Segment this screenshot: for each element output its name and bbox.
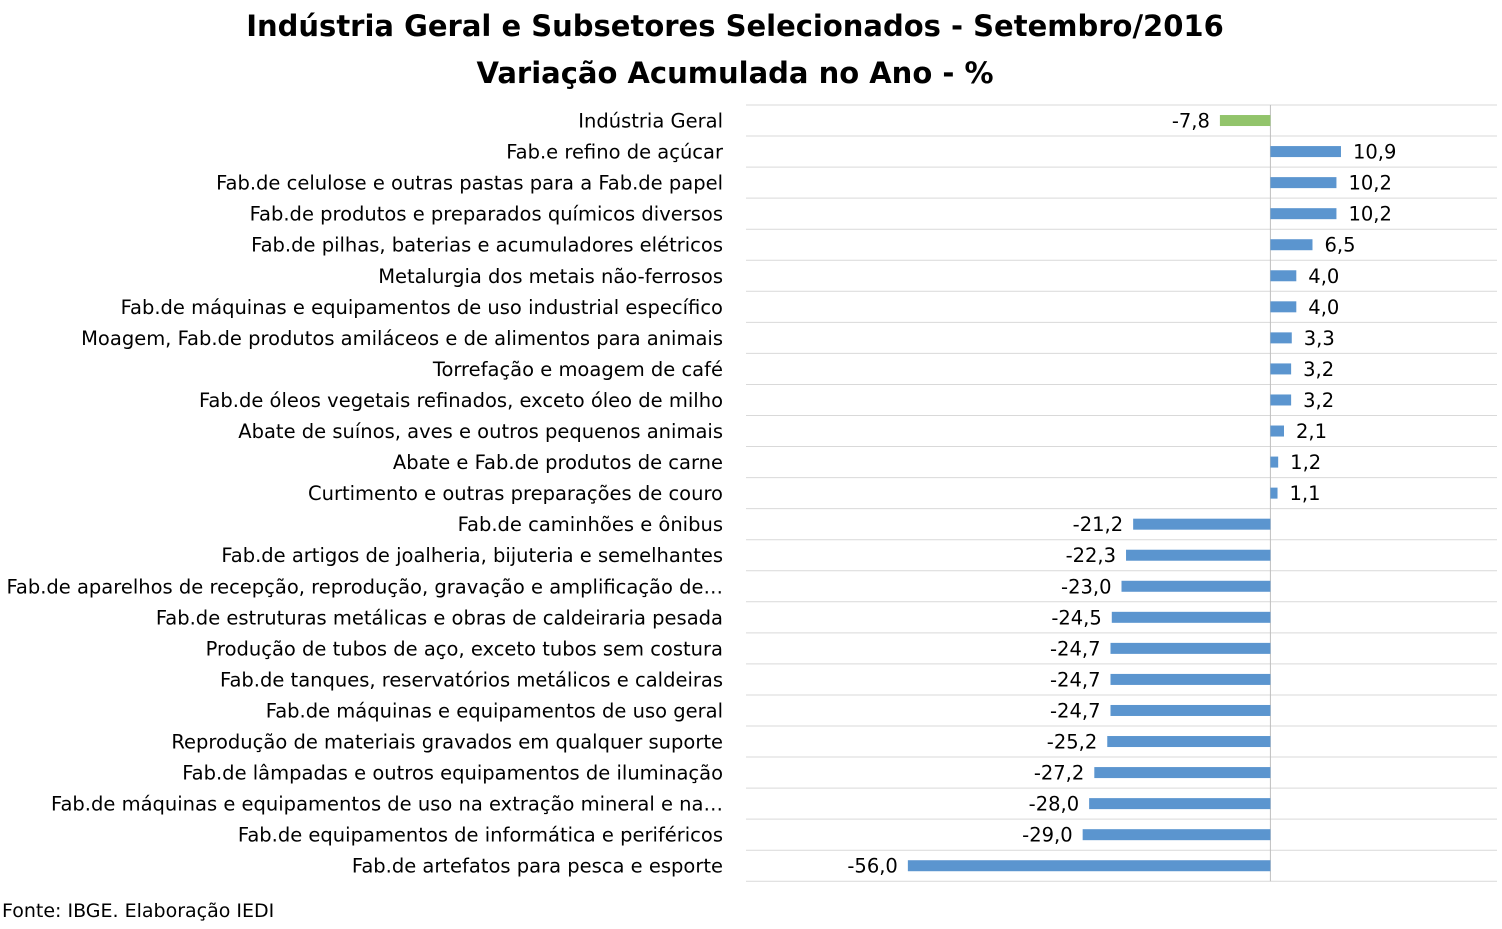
category-label: Curtimento e outras preparações de couro [308,482,723,505]
source-note: Fonte: IBGE. Elaboração IEDI [2,900,275,922]
bar [1270,270,1297,282]
category-label: Fab.de caminhões e ônibus [458,513,723,536]
bar [1270,177,1337,189]
category-label: Fab.e refino de açúcar [506,141,724,164]
bar [1270,301,1297,313]
category-label: Fab.de produtos e preparados químicos di… [250,203,723,226]
data-label: -28,0 [1029,793,1079,816]
data-label: -22,3 [1066,544,1116,567]
bar [1110,704,1271,716]
data-label: 3,3 [1304,327,1335,350]
data-label: 1,2 [1290,451,1321,474]
bars [907,115,1341,872]
category-label: Fab.de artefatos para pesca e esporte [352,855,723,878]
category-label: Moagem, Fab.de produtos amiláceos e de a… [81,327,723,350]
bar [1270,146,1341,158]
chart-title: Indústria Geral e Subsetores Selecionado… [246,9,1224,43]
bar [1110,642,1271,654]
bar [1270,239,1313,251]
bar [1270,208,1337,220]
bar [907,860,1271,872]
bar [1121,580,1271,592]
data-label: 10,2 [1348,203,1391,226]
data-label: 10,2 [1348,172,1391,195]
data-label: 4,0 [1308,265,1339,288]
category-label: Reprodução de materiais gravados em qual… [171,731,723,754]
data-label: -23,0 [1061,575,1111,598]
bar [1270,332,1292,344]
data-label: 4,0 [1308,296,1339,319]
category-label: Fab.de óleos vegetais refinados, exceto … [199,389,723,412]
data-label: 6,5 [1324,234,1355,257]
data-label: -24,5 [1051,606,1101,629]
data-label: -21,2 [1073,513,1123,536]
data-label: 3,2 [1303,358,1334,381]
category-label: Fab.de máquinas e equipamentos de uso ge… [266,699,723,722]
category-label: Fab.de celulose e outras pastas para a F… [216,172,723,195]
data-label: 2,1 [1296,420,1327,443]
bar [1270,487,1278,499]
bar [1111,611,1271,623]
bar [1126,549,1271,561]
bar [1094,767,1271,779]
category-label: Fab.de pilhas, baterias e acumuladores e… [251,234,723,257]
category-label: Abate de suínos, aves e outros pequenos … [238,420,723,443]
bar [1089,798,1271,810]
bar [1107,736,1271,748]
category-label: Fab.de estruturas metálicas e obras de c… [156,606,723,629]
bar [1270,394,1292,406]
bar [1110,673,1271,685]
data-label: -25,2 [1047,731,1097,754]
data-label: 3,2 [1303,389,1334,412]
category-label: Indústria Geral [578,110,723,133]
category-label: Torrefação e moagem de café [432,358,723,381]
category-label: Fab.de máquinas e equipamentos de uso in… [121,296,723,319]
gridlines [746,104,1497,882]
category-label: Produção de tubos de aço, exceto tubos s… [206,637,723,660]
chart-subtitle: Variação Acumulada no Ano - % [476,56,994,90]
category-label: Fab.de artigos de joalheria, bijuteria e… [221,544,723,567]
category-label: Metalurgia dos metais não-ferrosos [378,265,723,288]
data-label: -29,0 [1022,824,1072,847]
category-label: Fab.de aparelhos de recepção, reprodução… [6,575,723,598]
data-label: -24,7 [1050,699,1100,722]
data-label: 1,1 [1290,482,1321,505]
data-label: -7,8 [1172,110,1210,133]
labels: Indústria Geral -7,8 Fab.e refino de açúca… [6,110,1396,878]
data-label: -56,0 [847,855,897,878]
bar-highlight [1219,115,1271,127]
bar [1270,456,1279,468]
data-label: -27,2 [1034,762,1084,785]
data-label: -24,7 [1050,668,1100,691]
bar [1270,425,1285,437]
data-label: 10,9 [1353,141,1396,164]
bar [1082,829,1271,841]
data-label: -24,7 [1050,637,1100,660]
category-label: Fab.de máquinas e equipamentos de uso na… [51,793,723,816]
bar [1270,363,1292,375]
bar [1133,518,1271,530]
category-label: Fab.de equipamentos de informática e per… [238,824,723,847]
category-label: Abate e Fab.de produtos de carne [393,451,723,474]
category-label: Fab.de lâmpadas e outros equipamentos de… [182,762,723,785]
category-label: Fab.de tanques, reservatórios metálicos … [220,668,723,691]
